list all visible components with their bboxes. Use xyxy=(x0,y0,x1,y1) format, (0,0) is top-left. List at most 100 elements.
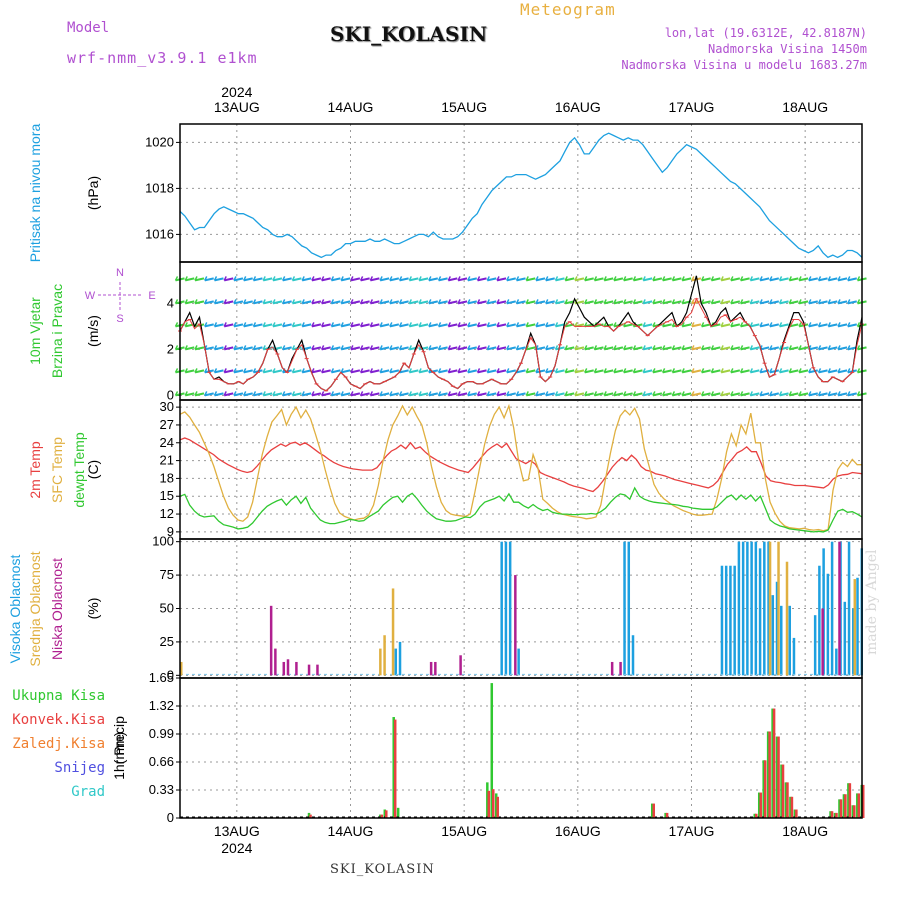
wind-barb xyxy=(360,277,370,282)
wind-barb-feather xyxy=(398,391,403,396)
wind-barb-feather xyxy=(389,276,393,281)
wind-barb xyxy=(711,369,721,374)
wind-barb xyxy=(243,369,253,374)
wind-barb xyxy=(642,323,653,328)
cloud_high-bar xyxy=(788,605,791,676)
wind-barb-feather xyxy=(827,322,831,327)
wind-barb-feather xyxy=(467,345,471,350)
wind-barb-feather xyxy=(788,345,792,350)
cloud_mid-bar xyxy=(391,588,395,676)
cloud_mid-bar xyxy=(768,541,772,676)
bottom-year-label: 2024 xyxy=(221,840,252,856)
wind-barb xyxy=(623,392,633,397)
wind-barb-feather xyxy=(233,345,237,350)
wind-barb xyxy=(633,323,643,328)
wind-barb-feather xyxy=(408,391,412,396)
wind-barb xyxy=(818,346,828,351)
y-tick-label: 12 xyxy=(160,506,174,521)
cloud_high-bar xyxy=(517,648,520,676)
wind-barb xyxy=(282,323,292,328)
wind-barb-feather xyxy=(311,345,315,350)
wind-barb-feather xyxy=(320,276,325,281)
wind-barb-feather xyxy=(593,276,598,281)
wind-barb-feather xyxy=(535,299,539,304)
cloud_low-bar xyxy=(434,661,437,676)
wind-barb-feather xyxy=(554,368,559,373)
wind-barb xyxy=(457,392,468,397)
wind-barb xyxy=(701,346,711,351)
precip_conv-bar xyxy=(844,794,847,818)
wind-barb-feather xyxy=(467,299,471,304)
wind-barb-feather xyxy=(359,391,364,396)
wind-barb-feather xyxy=(243,368,247,373)
wind-barb xyxy=(389,277,400,282)
wind-barb xyxy=(379,300,390,305)
wind-barb-feather xyxy=(389,322,393,327)
wind-barb-feather xyxy=(282,322,286,327)
wind-barb xyxy=(370,369,380,374)
wind-barb-feather xyxy=(788,299,792,304)
wind-barb xyxy=(399,346,409,351)
wind-barb-feather xyxy=(243,391,247,396)
wind-barb xyxy=(331,392,341,397)
wind-barb-feather xyxy=(476,276,481,281)
wind-barb-feather xyxy=(798,368,802,373)
cloud_high-bar xyxy=(504,541,508,676)
wind-barb xyxy=(506,369,516,374)
wind-barb xyxy=(223,300,234,305)
wind-barb xyxy=(808,392,819,397)
wind-barb-feather xyxy=(584,322,588,327)
wind-barb xyxy=(633,392,643,397)
unit-label: (mm) xyxy=(111,732,127,765)
wind-barb xyxy=(847,346,857,351)
wind-barb-feather xyxy=(213,345,218,350)
bottom-date-label: 17AUG xyxy=(669,823,715,839)
wind-barb xyxy=(623,323,633,328)
precip_conv-bar xyxy=(786,782,789,818)
wind-barb xyxy=(185,392,195,397)
wind-barb xyxy=(672,392,682,397)
wind-barb-feather xyxy=(457,276,461,281)
panel-frame xyxy=(179,261,863,401)
wind-barb-feather xyxy=(554,299,559,304)
wind-barb xyxy=(233,392,244,397)
dewpt-line xyxy=(179,486,863,533)
cloud_high-bar xyxy=(729,565,732,676)
cloud_mid-bar xyxy=(379,648,382,676)
wind-barb xyxy=(477,300,487,305)
wind-barb-feather xyxy=(632,276,637,281)
wind-barb-feather xyxy=(798,276,802,281)
wind-barb-feather xyxy=(447,345,451,350)
wind-barb xyxy=(321,300,331,305)
wind-barb-feather xyxy=(681,391,685,396)
wind-barb-feather xyxy=(730,391,734,396)
wind-barb xyxy=(798,369,809,374)
wind-barb-feather xyxy=(710,391,715,396)
wind-barb xyxy=(818,369,828,374)
wind-barb xyxy=(808,346,819,351)
wind-barb-feather xyxy=(720,299,724,304)
wind-barb-feather xyxy=(691,276,695,281)
wind-barb-feather xyxy=(623,368,627,373)
wind-barb-feather xyxy=(418,322,422,327)
wind-barb-feather xyxy=(603,345,607,350)
wind-barb xyxy=(214,392,224,397)
wind-barb-feather xyxy=(623,391,627,396)
wind-barb xyxy=(779,369,789,374)
wind-barb-feather xyxy=(330,391,335,396)
wind-barb-feather xyxy=(437,345,442,350)
wind-barb xyxy=(730,346,741,351)
cloud_high-bar xyxy=(767,541,770,676)
wind-barb xyxy=(730,277,741,282)
wind-barb-feather xyxy=(243,276,247,281)
wind-barb xyxy=(535,300,546,305)
wind-barb xyxy=(516,300,526,305)
wind-barb xyxy=(672,346,682,351)
wind-barb xyxy=(233,346,244,351)
compass-east: E xyxy=(148,290,155,302)
wind-barb-feather xyxy=(827,345,831,350)
wind-barb-feather xyxy=(778,368,783,373)
wind-barb-feather xyxy=(340,391,344,396)
wind-barb-feather xyxy=(798,299,802,304)
y-tick-label: 2 xyxy=(167,341,174,356)
